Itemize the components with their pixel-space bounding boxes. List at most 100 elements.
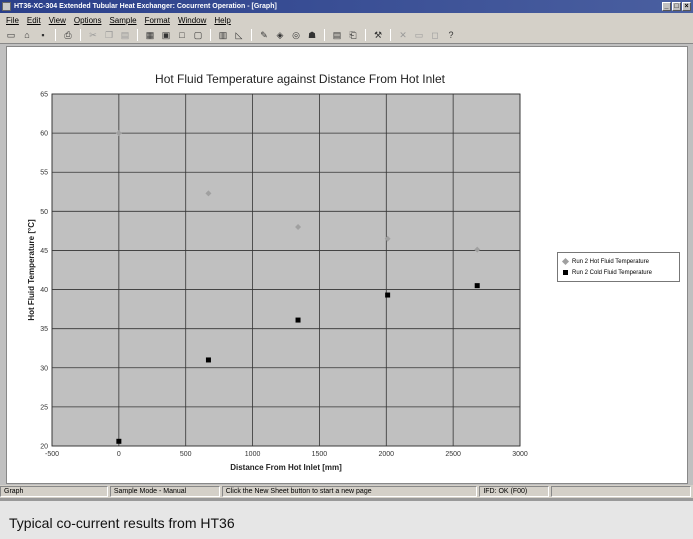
x-tick-label: 0 xyxy=(117,451,121,458)
view-icon[interactable]: ▢ xyxy=(193,29,203,40)
copy-icon[interactable]: ❐ xyxy=(104,29,114,40)
menu-window[interactable]: Window xyxy=(177,15,207,25)
cold-fluid-point xyxy=(205,357,211,363)
toolbar-separator xyxy=(55,29,56,41)
x-tick-label: 3000 xyxy=(512,451,528,458)
chart-title: Hot Fluid Temperature against Distance F… xyxy=(155,72,445,86)
settings-icon[interactable]: ✎ xyxy=(260,29,268,40)
close-icon[interactable]: ✕ xyxy=(399,29,407,40)
cold-fluid-point xyxy=(116,438,122,444)
cut-icon[interactable]: ✂ xyxy=(89,29,97,40)
menu-file[interactable]: File xyxy=(6,15,19,25)
y-tick-label: 45 xyxy=(40,248,48,255)
toolbar-separator xyxy=(390,29,391,41)
save-icon[interactable]: ▪ xyxy=(41,30,45,40)
minimize-button[interactable]: _ xyxy=(662,2,671,11)
legend-entry-cold: Run 2 Cold Fluid Temperature xyxy=(562,267,675,278)
cold-fluid-point xyxy=(385,292,391,298)
legend-label: Run 2 Cold Fluid Temperature xyxy=(572,269,652,276)
grid-lines xyxy=(51,93,521,447)
toolbar-separator xyxy=(137,29,138,41)
link-icon[interactable]: ◈ xyxy=(276,29,284,40)
window-controls: _ □ × xyxy=(662,2,691,11)
status-mode: Sample Mode - Manual xyxy=(109,486,220,497)
app-icon[interactable] xyxy=(2,2,11,11)
export-icon[interactable]: ⎗ xyxy=(349,29,357,40)
new-icon[interactable]: ▭ xyxy=(6,29,16,40)
y-tick-label: 25 xyxy=(40,404,48,411)
print-icon[interactable]: ⎙ xyxy=(64,29,72,40)
table-icon[interactable]: ▤ xyxy=(332,29,342,40)
y-tick-label: 65 xyxy=(40,92,48,99)
menu-edit[interactable]: Edit xyxy=(26,15,41,25)
help-icon[interactable]: ? xyxy=(448,30,454,40)
menu-sample[interactable]: Sample xyxy=(109,15,137,25)
graph-icon[interactable]: ◺ xyxy=(235,29,243,40)
legend-entry-hot: Run 2 Hot Fluid Temperature xyxy=(561,256,675,267)
hot-fluid-point xyxy=(295,223,302,230)
paste-icon[interactable]: ▤ xyxy=(120,29,130,40)
hot-fluid-point xyxy=(474,246,481,253)
menu-help[interactable]: Help xyxy=(214,15,231,25)
legend: Run 2 Hot Fluid Temperature Run 2 Cold F… xyxy=(557,252,680,282)
x-axis-ticks: -500 0 500 1000 1500 2000 2500 3000 xyxy=(45,451,528,458)
status-view: Graph xyxy=(0,486,108,497)
square-marker-icon xyxy=(563,270,568,275)
info-icon[interactable]: ◻ xyxy=(431,29,439,40)
window-icon[interactable]: ▭ xyxy=(414,29,424,40)
window-title: HT36-XC-304 Extended Tubular Heat Exchan… xyxy=(14,3,277,10)
tool-icon[interactable]: ⚒ xyxy=(373,29,383,40)
y-tick-label: 50 xyxy=(40,209,48,216)
plot-area xyxy=(51,93,521,447)
view-icon[interactable]: ▦ xyxy=(145,29,155,40)
hot-fluid-point xyxy=(384,235,391,242)
menu-bar: File Edit View Options Sample Format Win… xyxy=(0,13,693,27)
x-tick-label: 2000 xyxy=(378,451,394,458)
restore-button[interactable]: □ xyxy=(672,2,681,11)
toolbar-separator xyxy=(324,29,325,41)
y-tick-label: 20 xyxy=(40,444,48,451)
figure-caption: Typical co-current results from HT36 xyxy=(9,515,235,531)
close-button[interactable]: × xyxy=(682,2,691,11)
cold-fluid-point xyxy=(295,317,301,323)
y-tick-label: 55 xyxy=(40,170,48,177)
x-tick-label: 1500 xyxy=(312,451,328,458)
x-tick-label: 500 xyxy=(180,451,192,458)
toolbar-separator xyxy=(365,29,366,41)
caption-area: Typical co-current results from HT36 xyxy=(0,498,693,539)
diamond-marker-icon xyxy=(561,257,570,266)
y-axis-title: Hot Fluid Temperature [°C] xyxy=(27,219,36,321)
y-tick-label: 40 xyxy=(40,287,48,294)
cold-fluid-point xyxy=(474,283,480,289)
open-icon[interactable]: ⌂ xyxy=(24,30,30,40)
refresh-icon[interactable]: ◎ xyxy=(292,29,300,40)
menu-view[interactable]: View xyxy=(48,15,66,25)
view-icon[interactable]: ▣ xyxy=(161,29,171,40)
data-points xyxy=(115,130,481,444)
hat-icon[interactable]: ☗ xyxy=(307,29,317,40)
status-ifd: IFD: OK (F00) xyxy=(479,486,550,497)
hot-fluid-point xyxy=(205,190,212,197)
y-tick-label: 60 xyxy=(40,131,48,138)
legend-label: Run 2 Hot Fluid Temperature xyxy=(572,258,649,265)
status-message: Click the New Sheet button to start a ne… xyxy=(221,486,478,497)
menu-format[interactable]: Format xyxy=(144,15,170,25)
status-extra xyxy=(551,486,692,497)
hot-fluid-point xyxy=(115,130,122,137)
toolbar: ▭ ⌂ ▪ ⎙ ✂ ❐ ▤ ▦ ▣ □ ▢ ▥ ◺ ✎ ◈ ◎ ☗ ▤ ⎗ ⚒ … xyxy=(0,27,693,44)
y-tick-label: 35 xyxy=(40,326,48,333)
x-tick-label: 1000 xyxy=(245,451,261,458)
toolbar-separator xyxy=(80,29,81,41)
toolbar-separator xyxy=(251,29,252,41)
y-axis-ticks: 20 25 30 35 40 45 50 55 60 65 xyxy=(40,92,48,451)
title-bar: HT36-XC-304 Extended Tubular Heat Exchan… xyxy=(0,0,693,13)
x-tick-label: -500 xyxy=(45,451,59,458)
toolbar-separator xyxy=(210,29,211,41)
y-tick-label: 30 xyxy=(40,365,48,372)
view-icon[interactable]: □ xyxy=(179,30,185,40)
chart-icon[interactable]: ▥ xyxy=(218,29,228,40)
x-axis-title: Distance From Hot Inlet [mm] xyxy=(230,463,342,472)
x-tick-label: 2500 xyxy=(445,451,461,458)
menu-options[interactable]: Options xyxy=(73,15,102,25)
